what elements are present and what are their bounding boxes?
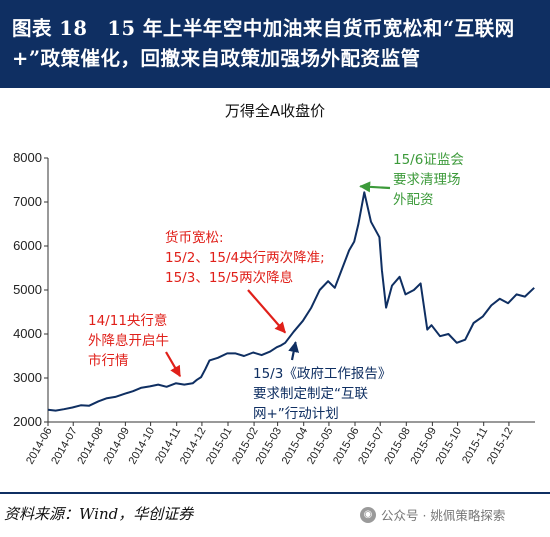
annotation-line: 网+”行动计划 (253, 406, 339, 422)
annotation-line: 15/3、15/5两次降息 (165, 270, 294, 286)
y-tick-label: 7000 (13, 194, 42, 209)
y-tick-label: 5000 (13, 282, 42, 297)
y-tick-label: 6000 (13, 238, 42, 253)
title-banner: 图表 18 15 年上半年空中加油来自货币宽松和“互联网+”政策催化，回撤来自政… (0, 0, 550, 88)
annotation-line: 15/3《政府工作报告》 (253, 366, 392, 382)
series-group (47, 191, 535, 412)
annotation-rate-cut: 14/11央行意 外降息开启牛 市行情 (88, 311, 169, 371)
line-chart: 2000 3000 4000 5000 6000 7000 8000 2014-062014… (13, 150, 535, 466)
annotation-line: 外降息开启牛 (88, 333, 169, 349)
annotation-arrow (247, 289, 287, 334)
annotation-line: 15/2、15/4央行两次降准; (165, 250, 325, 266)
y-tick-label: 3000 (13, 370, 42, 385)
annotation-line: 14/11央行意 (88, 313, 168, 329)
annotation-line: 市行情 (88, 353, 129, 369)
source-note: 资料来源：Wind，华创证券 (4, 505, 194, 523)
series-line (47, 191, 535, 412)
y-tick-label: 2000 (13, 414, 42, 429)
annotation-monetary-easing: 货币宽松: 15/2、15/4央行两次降准; 15/3、15/5两次降息 (165, 228, 325, 288)
annotation-line: 15/6证监会 (393, 152, 464, 168)
annotation-green: 15/6证监会 要求清理场 外配资 (393, 150, 464, 210)
y-axis-ticks: 2000 3000 4000 5000 6000 7000 8000 (13, 150, 48, 429)
annotation-arrow (165, 351, 182, 378)
watermark-text: 公众号 · 姚佩策略探索 (381, 508, 506, 523)
y-tick-label: 8000 (13, 150, 42, 165)
watermark: ◉ 公众号 · 姚佩策略探索 (360, 505, 505, 524)
annotation-internet-plus: 15/3《政府工作报告》 要求制定制定“互联 网+”行动计划 (253, 364, 391, 424)
x-axis-ticks: 2014-062014-072014-082014-092014-102014-… (24, 422, 516, 466)
wechat-icon: ◉ (360, 506, 376, 523)
annotation-arrow (359, 181, 391, 193)
annotation-line: 货币宽松: (165, 230, 224, 246)
annotation-arrows (165, 181, 391, 378)
annotation-line: 外配资 (393, 192, 434, 208)
footer-divider (0, 492, 550, 494)
annotation-arrow (288, 341, 300, 361)
annotation-line: 要求制定制定“互联 (253, 386, 368, 402)
y-tick-label: 4000 (13, 326, 42, 341)
annotation-line: 要求清理场 (393, 172, 461, 188)
chart-title: 万得全A收盘价 (224, 102, 326, 120)
figure-title: 图表 18 15 年上半年空中加油来自货币宽松和“互联网+”政策催化，回撤来自政… (12, 17, 515, 70)
